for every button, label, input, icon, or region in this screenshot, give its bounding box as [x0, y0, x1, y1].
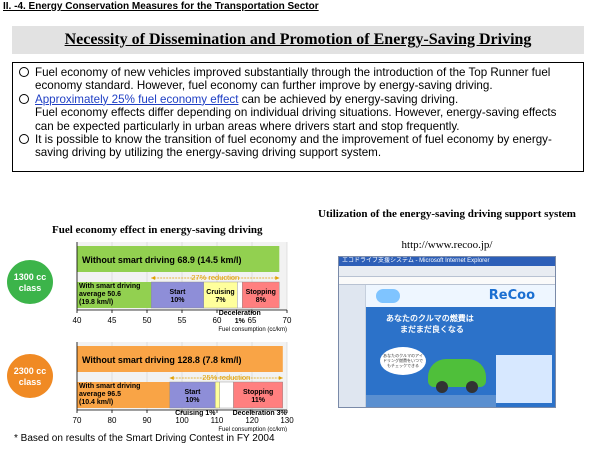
- segment-label: Cruising 1%: [175, 410, 216, 417]
- x-tick-label: 120: [245, 416, 259, 425]
- with-bar-label-line1: With smart driving: [79, 383, 140, 390]
- arrow-head-icon: [278, 376, 283, 380]
- site-header: ReCoo: [366, 285, 555, 307]
- segment-pct-label: 7%: [215, 297, 226, 304]
- car-mascot-icon: [376, 289, 400, 303]
- class-badge-label: 1300 cc: [14, 272, 47, 282]
- arrow-head-icon: [151, 276, 156, 280]
- recoo-website-screenshot: エコドライブ支援システム - Microsoft Internet Explor…: [338, 256, 556, 408]
- bullet-2-continuation: Fuel economy effects differ depending on…: [35, 106, 557, 133]
- browser-addressbar: [339, 277, 555, 285]
- bullet-3-text: It is possible to know the transition of…: [35, 133, 552, 160]
- x-tick-label: 130: [280, 416, 294, 425]
- circle-bullet-icon: [19, 93, 29, 104]
- without-smart-driving-bar: [77, 346, 283, 372]
- with-bar-label-line1: With smart driving: [79, 283, 140, 290]
- segment-deceleration: [237, 281, 243, 309]
- reduction-label: 25% reduction: [202, 373, 250, 382]
- browser-toolbar: [339, 266, 555, 277]
- x-tick-label: 90: [143, 416, 152, 425]
- segment-pct-label: 1%: [235, 318, 246, 325]
- segment-stopping: [241, 281, 280, 309]
- x-tick-label: 110: [211, 416, 224, 425]
- recoo-logo: ReCoo: [488, 288, 535, 303]
- without-bar-label: Without smart driving 68.9 (14.5 km/l): [82, 255, 241, 265]
- x-axis-label: Fuel consumption (cc/km): [218, 427, 287, 432]
- x-tick-label: 55: [178, 316, 187, 325]
- x-tick-label: 40: [73, 316, 82, 325]
- with-bar-label-line2: average 96.5: [79, 391, 121, 398]
- hero-headline-1: あなたのクルマの燃費は: [386, 314, 474, 323]
- with-smart-driving-bar: [77, 282, 152, 308]
- x-axis-label: Fuel consumption (cc/km): [218, 327, 287, 333]
- with-bar-label-line2: average 50.6: [79, 291, 121, 298]
- segment-stopping: [233, 381, 283, 409]
- with-bar-label-line3: (19.8 km/l): [79, 299, 113, 306]
- bullet-box: Fuel economy of new vehicles improved su…: [12, 62, 584, 172]
- segment-name-label: Cruising: [206, 289, 234, 296]
- fuel-economy-chart: Without smart driving 68.9 (14.5 km/l) Wi…: [7, 242, 294, 432]
- site-hero: あなたのクルマの燃費は まだまだ良くなる あなたのクルマのアイドリング燃費をいつ…: [366, 307, 555, 407]
- x-tick-label: 50: [143, 316, 152, 325]
- segment-cruising: [203, 281, 238, 309]
- without-smart-driving-bar: [77, 246, 280, 272]
- segment-start: [150, 281, 204, 309]
- x-tick-label: 100: [175, 416, 189, 425]
- circle-bullet-icon: [19, 134, 29, 145]
- bullet-1: Fuel economy of new vehicles improved su…: [19, 66, 577, 93]
- x-tick-label: 65: [248, 316, 257, 325]
- footnote: * Based on results of the Smart Driving …: [14, 433, 275, 444]
- support-system-title: Utilization of the energy-saving driving…: [318, 208, 576, 220]
- bullet-2-text: can be achieved by energy-saving driving…: [238, 92, 459, 106]
- with-bar-label-line3: (10.4 km/l): [79, 399, 113, 406]
- recoo-url[interactable]: http://www.recoo.jp/: [401, 239, 493, 251]
- segment-name-label: Deceleration: [219, 310, 261, 317]
- segment-pct-label: 10%: [185, 397, 200, 404]
- class-badge: [7, 260, 53, 304]
- reduction-label: 27% reduction: [191, 273, 239, 282]
- segment-pct-label: 10%: [170, 297, 185, 304]
- car-wheel-icon: [436, 381, 448, 393]
- circle-bullet-icon: [19, 67, 29, 77]
- browser-titlebar: エコドライブ支援システム - Microsoft Internet Explor…: [339, 257, 555, 266]
- bullet-3: It is possible to know the transition of…: [19, 133, 577, 160]
- segment-name-label: Stopping: [246, 289, 276, 296]
- chart-title: Fuel economy effect in energy-saving dri…: [52, 224, 263, 236]
- arrow-head-icon: [169, 376, 174, 380]
- hero-headline-2: まだまだ良くなる: [400, 325, 464, 334]
- segment-name-label: Start: [169, 289, 186, 296]
- segment-name-label: Stopping: [243, 389, 273, 396]
- arrow-head-icon: [275, 276, 280, 280]
- hero-bubble: あなたのクルマのアイドリング燃費をいつでもチェックできる: [380, 347, 426, 375]
- class-badge-label: class: [19, 377, 42, 387]
- fuel-economy-effect-link[interactable]: Approximately 25% fuel economy effect: [35, 92, 239, 106]
- x-tick-label: 60: [213, 316, 222, 325]
- segment-start: [169, 381, 216, 409]
- bullet-2: Approximately 25% fuel economy effect ca…: [19, 93, 577, 133]
- segment-name-label: Start: [185, 389, 202, 396]
- segment-label: Deceleration 3%: [233, 410, 288, 417]
- segment-pct-label: 8%: [256, 297, 267, 304]
- class-badge-label: class: [19, 283, 42, 293]
- segment-deceleration: [219, 381, 234, 409]
- bullet-1-text: Fuel economy of new vehicles improved su…: [35, 66, 551, 93]
- x-tick-label: 45: [108, 316, 117, 325]
- car-wheel-icon: [466, 381, 478, 393]
- without-bar-label: Without smart driving 128.8 (7.8 km/l): [82, 355, 241, 365]
- x-tick-label: 70: [283, 316, 292, 325]
- x-tick-label: 70: [73, 416, 82, 425]
- with-smart-driving-bar: [77, 382, 170, 408]
- segment-pct-label: 11%: [251, 397, 265, 404]
- road-stripe: [366, 395, 496, 407]
- class-badge-label: 2300 cc: [14, 366, 47, 376]
- title-banner: Necessity of Dissemination and Promotion…: [12, 26, 584, 54]
- segment-cruising: [215, 381, 220, 409]
- info-panel: [496, 355, 552, 403]
- section-label: II. -4. Energy Conservation Measures for…: [3, 1, 319, 12]
- x-tick-label: 80: [108, 416, 117, 425]
- class-badge: [7, 354, 53, 398]
- site-left-menu: [339, 285, 366, 407]
- page-title: Necessity of Dissemination and Promotion…: [64, 31, 532, 48]
